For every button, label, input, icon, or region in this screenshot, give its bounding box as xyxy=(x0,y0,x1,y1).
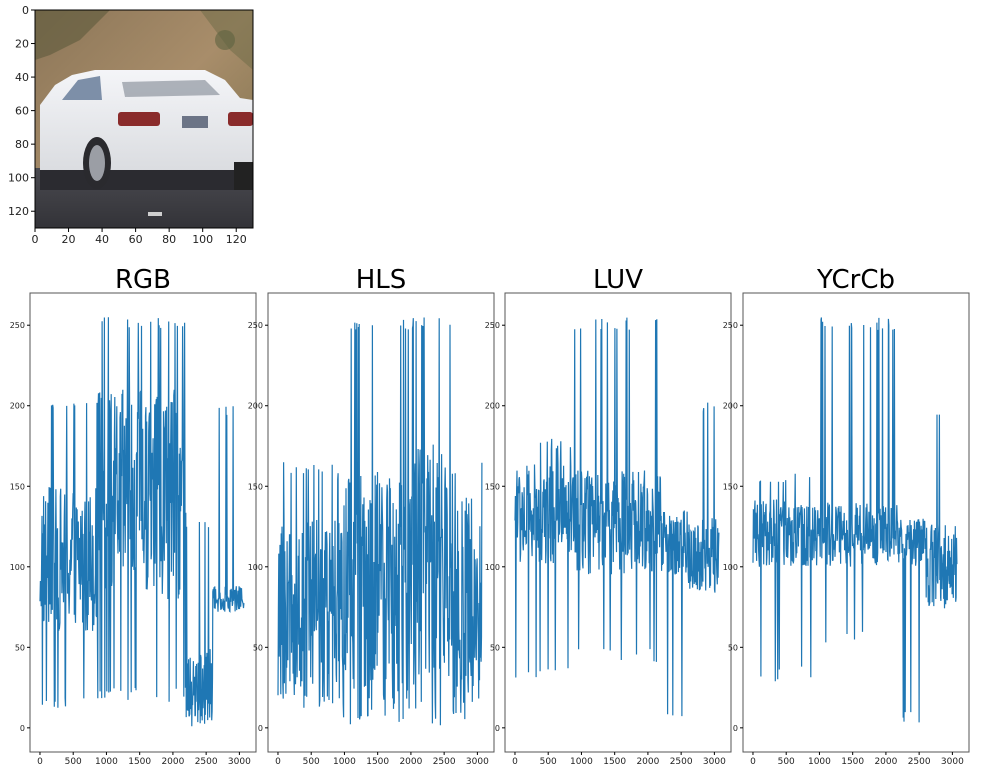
x-tick-label: 2000 xyxy=(399,757,422,767)
axes-frame xyxy=(267,292,495,753)
car-image-panel: 0 20 40 60 80 100 120 0 20 40 60 80 100 120 xyxy=(8,4,254,246)
axes-frame xyxy=(742,292,970,753)
x-tick-label: 2500 xyxy=(670,757,693,767)
x-tick-label: 3000 xyxy=(941,757,964,767)
y-tick-label: 40 xyxy=(15,71,29,84)
chart-panel-ycrcb: YCrCb 0 500 1000 1500 2000 2500 3000 0 50 100 150 2… xyxy=(723,265,970,767)
y-tick-label: 20 xyxy=(15,38,29,51)
x-tick-label: 500 xyxy=(65,757,82,767)
x-tick-label: 1000 xyxy=(333,757,356,767)
axes-frame xyxy=(504,292,732,753)
series-line xyxy=(39,317,245,727)
x-tick-label: 0 xyxy=(32,233,39,246)
y-tick-label: 0 xyxy=(495,724,500,733)
y-tick-label: 200 xyxy=(723,402,738,411)
y-tick-label: 200 xyxy=(10,402,25,411)
y-tick-label: 50 xyxy=(490,643,500,652)
x-tick-label: 0 xyxy=(37,757,43,767)
y-tick-label: 100 xyxy=(723,563,738,572)
y-tick-label: 250 xyxy=(10,321,25,330)
x-tick-label: 2500 xyxy=(195,757,218,767)
y-tick-label: 50 xyxy=(15,643,25,652)
x-tick-label: 2500 xyxy=(433,757,456,767)
y-tick-label: 80 xyxy=(15,138,29,151)
x-tick-label: 2500 xyxy=(908,757,931,767)
y-tick-label: 50 xyxy=(253,643,263,652)
x-tick-label: 0 xyxy=(275,757,281,767)
x-tick-label: 1500 xyxy=(366,757,389,767)
x-tick-label: 1500 xyxy=(841,757,864,767)
x-tick-label: 20 xyxy=(62,233,76,246)
x-tick-label: 1000 xyxy=(570,757,593,767)
y-tick-label: 100 xyxy=(248,563,263,572)
x-tick-label: 0 xyxy=(512,757,518,767)
y-tick-label: 150 xyxy=(248,482,263,491)
x-tick-label: 1000 xyxy=(808,757,831,767)
y-tick-label: 200 xyxy=(485,402,500,411)
y-tick-label: 0 xyxy=(733,724,738,733)
y-tick-label: 150 xyxy=(10,482,25,491)
y-tick-label: 250 xyxy=(723,321,738,330)
x-tick-label: 0 xyxy=(750,757,756,767)
chart-panel-hls: HLS 0 500 1000 1500 2000 2500 3000 0 50 100 150 200… xyxy=(248,265,495,767)
y-tick-label: 100 xyxy=(485,563,500,572)
chart-panel-rgb: RGB 0 500 1000 1500 2000 2500 3000 0 50 100 150 200… xyxy=(10,265,257,767)
x-tick-label: 100 xyxy=(192,233,213,246)
car-photo xyxy=(35,10,253,228)
x-tick-label: 1500 xyxy=(603,757,626,767)
series-line xyxy=(277,317,483,726)
y-tick-label: 200 xyxy=(248,402,263,411)
series-line xyxy=(514,317,720,717)
chart-title: RGB xyxy=(115,265,171,295)
chart-title: HLS xyxy=(356,265,407,295)
y-tick-label: 60 xyxy=(15,105,29,118)
chart-title: LUV xyxy=(593,265,643,295)
x-tick-label: 2000 xyxy=(161,757,184,767)
y-tick-label: 50 xyxy=(728,643,738,652)
x-tick-label: 80 xyxy=(162,233,176,246)
chart-title: YCrCb xyxy=(816,265,895,295)
y-tick-label: 0 xyxy=(20,724,25,733)
y-tick-label: 100 xyxy=(10,563,25,572)
x-tick-label: 1500 xyxy=(128,757,151,767)
y-tick-label: 150 xyxy=(485,482,500,491)
x-tick-label: 3000 xyxy=(703,757,726,767)
y-tick-label: 250 xyxy=(485,321,500,330)
x-tick-label: 3000 xyxy=(466,757,489,767)
x-tick-label: 1000 xyxy=(95,757,118,767)
y-tick-label: 150 xyxy=(723,482,738,491)
x-tick-label: 40 xyxy=(95,233,109,246)
y-tick-label: 250 xyxy=(248,321,263,330)
y-tick-label: 120 xyxy=(8,205,29,218)
x-tick-label: 500 xyxy=(540,757,557,767)
y-tick-label: 0 xyxy=(22,4,29,17)
x-tick-label: 3000 xyxy=(228,757,251,767)
x-tick-label: 500 xyxy=(778,757,795,767)
axes-frame xyxy=(29,292,257,753)
y-tick-label: 0 xyxy=(258,724,263,733)
x-tick-label: 2000 xyxy=(636,757,659,767)
y-tick-label: 100 xyxy=(8,172,29,185)
x-tick-label: 2000 xyxy=(874,757,897,767)
x-tick-label: 120 xyxy=(226,233,247,246)
series-line xyxy=(752,317,958,723)
x-tick-label: 500 xyxy=(303,757,320,767)
x-tick-label: 60 xyxy=(129,233,143,246)
chart-panel-luv: LUV 0 500 1000 1500 2000 2500 3000 0 50 100 150 200… xyxy=(485,265,732,767)
